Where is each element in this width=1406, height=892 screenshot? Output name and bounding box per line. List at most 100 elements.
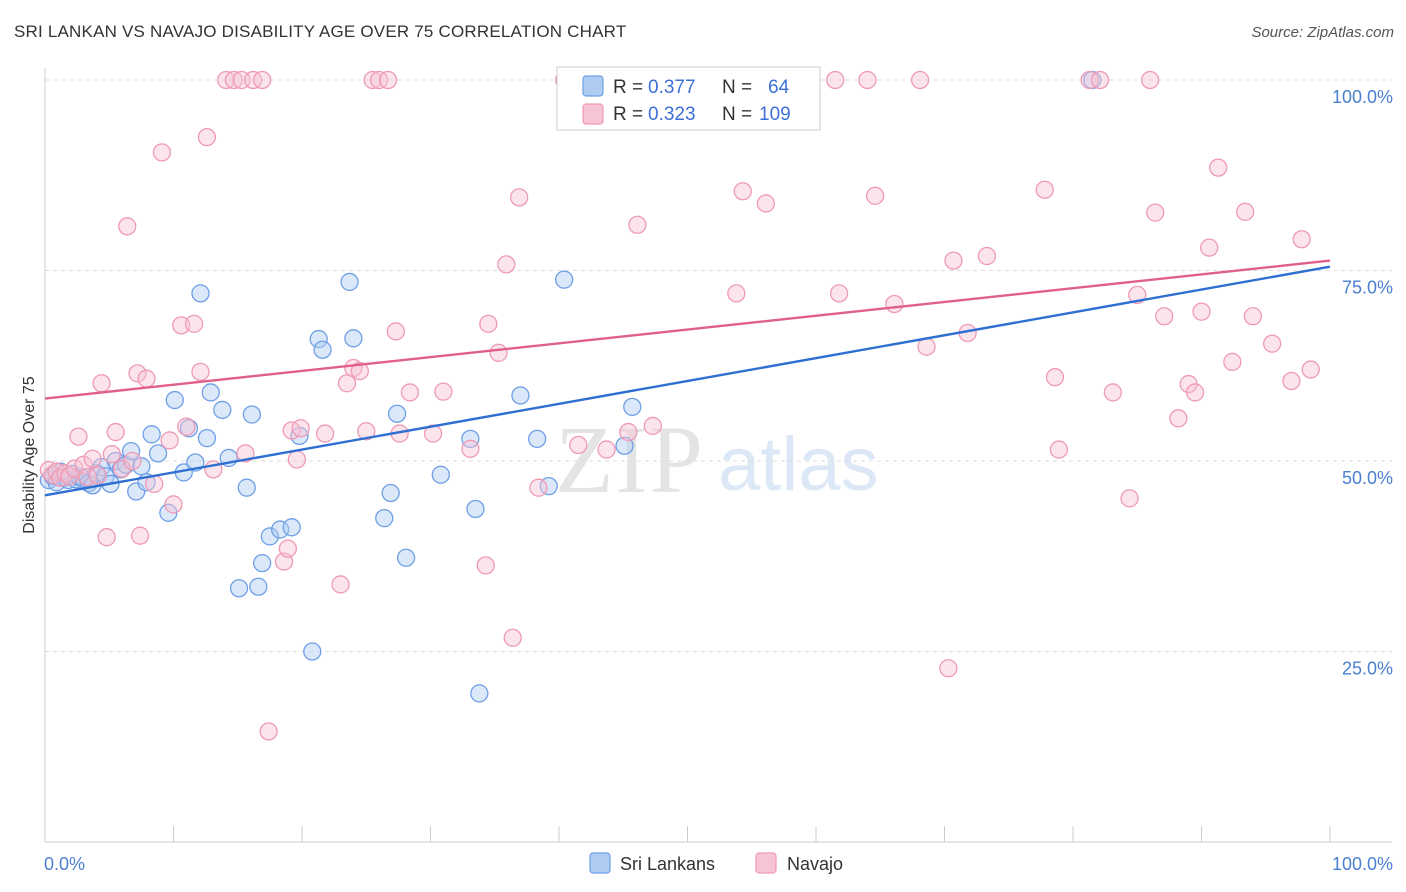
navajo-point-32: [217, 70, 236, 90]
navajo-points: [39, 70, 1320, 741]
legend-r-label-1: R =: [613, 77, 643, 98]
sri-lankans-point-55: [466, 499, 485, 519]
sri-lankans-point-20: [127, 482, 146, 501]
navajo-point-38: [259, 722, 278, 741]
navajo-point-83: [939, 659, 958, 678]
navajo-point-52: [378, 70, 398, 90]
sri-lankans-point-24: [148, 444, 168, 463]
sri-lankans-point-51: [387, 404, 407, 423]
navajo-point-86: [977, 246, 997, 266]
navajo-point-91: [1090, 70, 1110, 90]
navajo-point-16: [112, 459, 132, 478]
navajo-point-13: [97, 528, 116, 547]
navajo-point-30: [197, 127, 217, 147]
sri-lankans-point-36: [237, 478, 256, 497]
navajo-point-108: [1282, 371, 1301, 391]
sri-lankans-point-56: [470, 684, 489, 703]
sri-lankans-point-62: [623, 397, 642, 417]
sri-lankans-point-57: [511, 386, 530, 405]
sri-lankans-point-53: [431, 465, 450, 484]
navajo-point-44: [315, 424, 335, 443]
watermark-atlas: atlas: [718, 422, 879, 507]
navajo-point-43: [291, 419, 310, 438]
legend-r-label-2: R =: [613, 104, 643, 125]
legend-n-label-2: N =: [722, 104, 752, 125]
navajo-point-33: [224, 70, 244, 90]
navajo-point-69: [619, 422, 638, 442]
sri-lankans-points: [39, 70, 1102, 703]
navajo-point-80: [885, 294, 904, 314]
navajo-point-90: [1080, 70, 1099, 90]
sri-lankans-point-37: [242, 405, 262, 424]
navajo-point-102: [1200, 238, 1219, 257]
navajo-point-95: [1140, 70, 1160, 90]
navajo-point-45: [331, 575, 350, 594]
navajo-point-104: [1223, 352, 1242, 372]
source-label: Source: ZipAtlas.com: [1251, 24, 1394, 41]
sri-lankans-point-58: [528, 429, 547, 449]
navajo-point-67: [569, 435, 588, 455]
legend-box: R = 0.377 N = 64 R = 0.323 N = 109: [556, 66, 821, 131]
navajo-point-101: [1192, 302, 1211, 321]
navajo-point-61: [489, 343, 508, 362]
legend-swatch-sri-lankans: [582, 75, 604, 97]
navajo-point-89: [1049, 440, 1069, 459]
navajo-point-65: [529, 478, 548, 497]
chart-title: SRI LANKAN VS NAVAJO DISABILITY AGE OVER…: [14, 22, 627, 41]
navajo-trend-line: [44, 259, 1331, 400]
navajo-point-37: [253, 70, 272, 90]
y-tick-label-1: 50.0%: [1342, 468, 1393, 488]
navajo-point-109: [1292, 230, 1311, 249]
navajo-point-42: [287, 450, 307, 469]
navajo-point-78: [858, 70, 877, 90]
y-tick-label-2: 75.0%: [1342, 278, 1393, 298]
legend-n-value-sri-lankans: 64: [768, 77, 790, 98]
navajo-point-62: [497, 255, 516, 274]
navajo-point-98: [1169, 409, 1188, 428]
navajo-point-17: [118, 217, 137, 236]
navajo-point-73: [733, 182, 752, 201]
navajo-point-63: [503, 628, 522, 647]
navajo-point-6: [65, 459, 84, 478]
navajo-point-12: [92, 374, 111, 393]
navajo-point-58: [461, 439, 480, 458]
sri-lankans-point-45: [309, 329, 328, 349]
navajo-point-46: [337, 374, 357, 393]
sri-lankans-point-38: [249, 577, 268, 596]
sri-lankans-point-42: [282, 518, 301, 537]
navajo-point-50: [363, 70, 382, 90]
sri-lankans-point-44: [303, 642, 322, 661]
navajo-point-10: [83, 449, 102, 468]
sri-lankans-trend-line: [44, 265, 1331, 497]
navajo-point-106: [1243, 307, 1263, 326]
sri-lankans-point-60: [554, 270, 574, 289]
legend-r-value-sri-lankans: 0.377: [648, 77, 696, 98]
navajo-point-20: [130, 526, 150, 545]
sri-lankans-point-61: [615, 436, 634, 455]
axes: [44, 68, 1392, 843]
legend-r-value-navajo: 0.323: [648, 104, 696, 125]
legend-n-label-1: N =: [722, 77, 752, 98]
trend-lines: [44, 259, 1331, 497]
y-tick-label-3: 100.0%: [1332, 87, 1393, 107]
sri-lankans-point-52: [396, 548, 416, 567]
sri-lankans-point-49: [375, 509, 394, 528]
navajo-point-84: [944, 251, 963, 270]
navajo-point-59: [476, 556, 495, 575]
navajo-point-29: [191, 362, 210, 381]
y-tick-label-0: 25.0%: [1342, 659, 1393, 679]
bottom-legend: Sri Lankans Navajo: [589, 852, 843, 874]
navajo-point-18: [123, 451, 142, 471]
bottom-legend-label-sri-lankans: Sri Lankans: [620, 854, 715, 874]
sri-lankans-point-30: [191, 284, 210, 303]
navajo-point-25: [164, 495, 183, 514]
sri-lankans-point-26: [165, 390, 184, 410]
navajo-point-110: [1301, 360, 1320, 379]
navajo-point-68: [597, 440, 616, 459]
navajo-point-21: [137, 369, 156, 388]
navajo-point-15: [106, 422, 125, 442]
navajo-point-40: [278, 539, 298, 558]
sri-lankans-point-32: [201, 383, 220, 402]
navajo-point-87: [1035, 180, 1054, 199]
